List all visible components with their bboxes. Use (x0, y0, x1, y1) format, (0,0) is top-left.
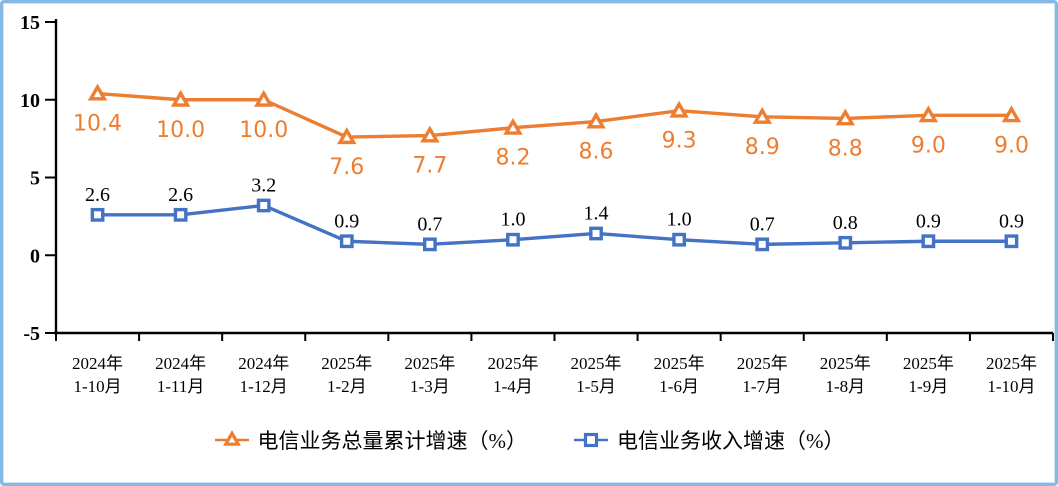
x-axis-label-year: 2025年 (654, 354, 705, 373)
x-axis-label-year: 2025年 (737, 354, 788, 373)
data-label: 9.3 (662, 129, 697, 154)
x-axis-label-month: 1-7月 (742, 377, 782, 396)
data-label: 2.6 (85, 184, 110, 206)
x-axis-label-month: 1-6月 (659, 377, 699, 396)
x-axis-label-year: 2024年 (72, 354, 123, 373)
legend-item-revenue-growth: 电信业务收入增速（%） (573, 425, 845, 455)
y-tick-label: 0 (30, 245, 40, 267)
x-axis-label-month: 1-11月 (157, 377, 205, 396)
legend-label-total-growth: 电信业务总量累计增速（%） (257, 429, 528, 453)
data-point-marker-triangle (420, 125, 440, 143)
legend-label-revenue-growth: 电信业务收入增速（%） (617, 429, 845, 453)
data-point-marker-square (422, 237, 437, 252)
data-label: 9.0 (994, 133, 1029, 158)
series-line (97, 91, 1012, 139)
legend-marker-square-icon (574, 432, 608, 448)
y-tick-label: 10 (20, 90, 40, 112)
x-axis-label-year: 2025年 (321, 354, 372, 373)
x-axis-label-month: 1-12月 (240, 377, 288, 396)
x-axis-label-month: 1-8月 (825, 377, 865, 396)
data-label: 0.7 (417, 213, 442, 235)
data-point-marker-triangle (1001, 105, 1022, 123)
x-axis-label-year: 2025年 (404, 354, 455, 373)
x-axis-label-year: 2025年 (487, 354, 538, 373)
legend: 电信业务总量累计增速（%） 电信业务收入增速（%） (3, 425, 1055, 455)
series-line (97, 203, 1012, 247)
data-point-marker-triangle (170, 89, 191, 107)
data-point-marker-square (589, 226, 603, 241)
data-label: 8.9 (745, 135, 780, 160)
x-axis-label-year: 2025年 (903, 354, 954, 373)
x-axis-label-year: 2025年 (986, 354, 1037, 373)
x-axis-label-year: 2024年 (238, 354, 289, 373)
data-label: 8.6 (579, 140, 614, 165)
x-axis-label-month: 1-2月 (327, 377, 367, 396)
data-label: 10.0 (156, 118, 205, 143)
data-label: 3.2 (251, 174, 276, 196)
data-point-marker-square (339, 234, 354, 249)
data-point-marker-triangle (586, 111, 606, 129)
data-label: 2.6 (168, 184, 193, 206)
x-axis-label-month: 1-10月 (987, 377, 1035, 396)
data-label: 0.8 (833, 212, 858, 234)
data-point-marker-triangle (669, 100, 689, 118)
data-label: 0.9 (916, 210, 941, 232)
data-label: 9.0 (911, 133, 946, 158)
x-axis-label-month: 1-4月 (493, 377, 533, 396)
data-point-marker-triangle (503, 117, 523, 135)
data-label: 10.4 (73, 112, 122, 137)
x-axis-label-month: 1-3月 (410, 377, 450, 396)
data-point-marker-triangle (752, 106, 772, 124)
y-tick-label: -5 (23, 323, 40, 345)
data-label: 7.6 (329, 155, 364, 180)
data-point-marker-square (173, 207, 188, 222)
data-point-marker-triangle (87, 83, 108, 101)
x-axis-label-month: 1-5月 (576, 377, 616, 396)
x-axis-label-month: 1-10月 (73, 377, 121, 396)
data-label: 10.0 (239, 118, 288, 143)
data-label: 0.7 (750, 213, 775, 235)
data-label: 1.0 (667, 209, 692, 231)
x-axis-label-year: 2025年 (820, 354, 871, 373)
data-point-marker-square (90, 207, 105, 222)
line-chart: 15 10 5 0 -5 2024年 1-10月 2024年 1-11月 2024年 1-12月 20… (20, 12, 1054, 396)
data-label: 7.7 (412, 154, 447, 179)
data-label: 0.9 (999, 210, 1024, 232)
data-point-marker-square (506, 232, 520, 247)
data-point-marker-triangle (337, 127, 357, 145)
data-point-marker-square (1004, 234, 1019, 249)
data-point-marker-square (672, 232, 687, 247)
y-tick-label: 15 (20, 12, 40, 34)
data-point-marker-square (755, 237, 770, 252)
data-label: 1.4 (584, 202, 609, 224)
x-axis-label-month: 1-9月 (909, 377, 949, 396)
data-point-marker-triangle (253, 89, 274, 107)
data-point-marker-triangle (835, 108, 856, 126)
legend-item-total-growth: 电信业务总量累计增速（%） (214, 425, 528, 455)
x-axis-label-year: 2024年 (155, 354, 206, 373)
data-point-marker-square (838, 235, 853, 250)
x-axis-label-year: 2025年 (571, 354, 622, 373)
data-label: 8.8 (828, 136, 863, 161)
data-label: 1.0 (500, 209, 525, 231)
data-point-marker-triangle (918, 105, 939, 123)
data-label: 8.2 (495, 146, 530, 171)
legend-marker-triangle-icon (214, 430, 249, 446)
y-tick-label: 5 (30, 168, 40, 190)
data-point-marker-square (921, 234, 936, 249)
data-point-marker-square (256, 198, 271, 213)
data-label: 0.9 (334, 210, 359, 232)
